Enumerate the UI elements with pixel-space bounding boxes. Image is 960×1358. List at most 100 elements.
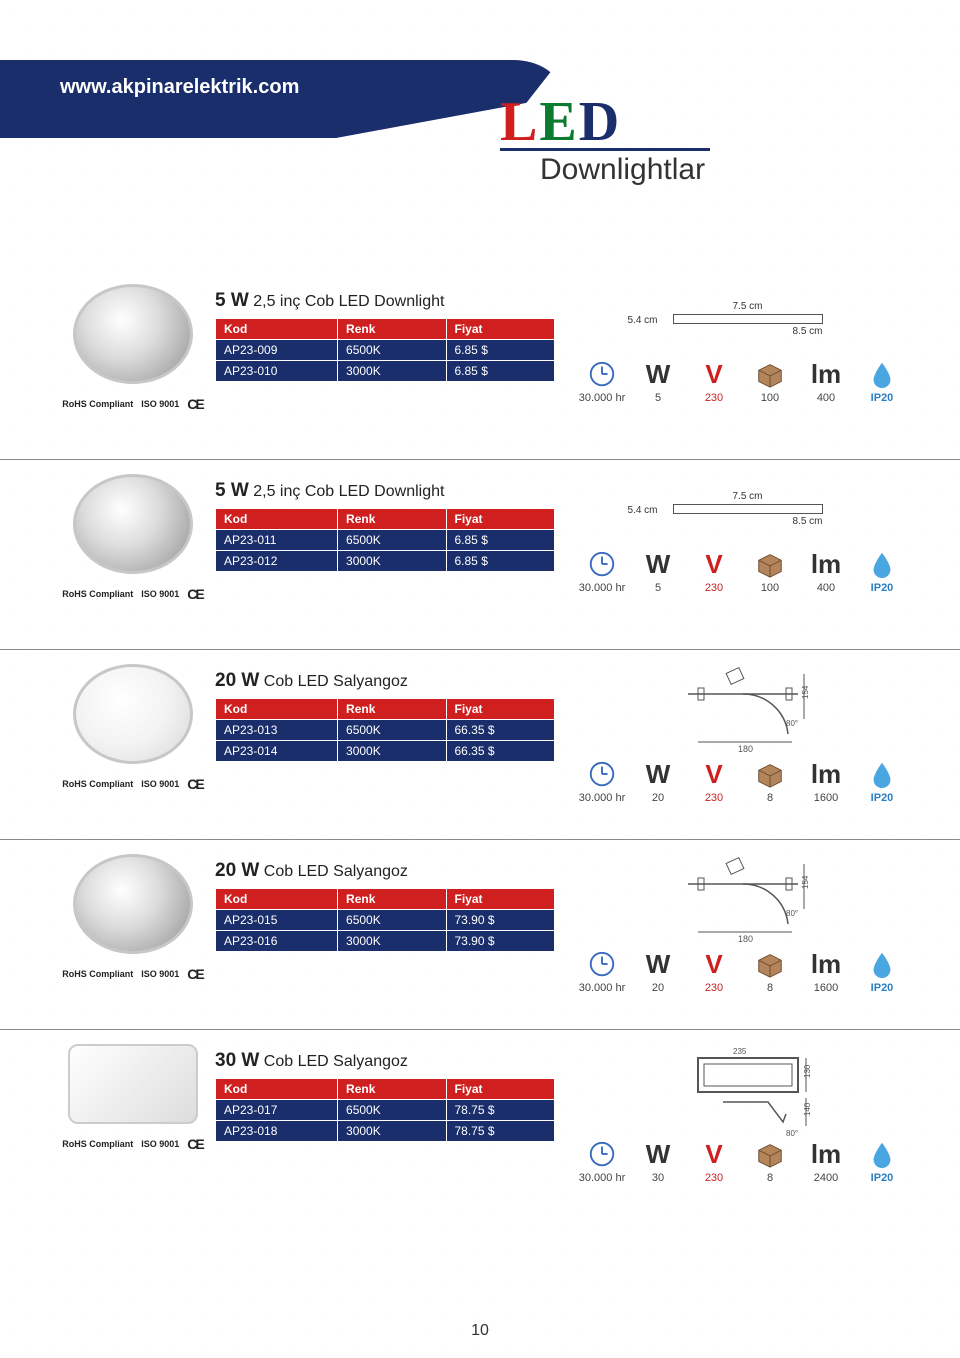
rohs-label: RoHS Compliant: [62, 969, 133, 979]
cell-renk: 3000K: [338, 551, 446, 572]
cell-fiyat: 6.85 $: [446, 361, 555, 382]
lumen-icon: lm 2400: [799, 1138, 853, 1184]
spec-table: Kod Renk Fiyat AP23-011 6500K 6.85 $ AP2…: [215, 508, 555, 572]
page-number: 10: [0, 1322, 960, 1340]
rohs-label: RoHS Compliant: [62, 1139, 133, 1149]
product-table-col: 5 W 2,5 inç Cob LED Downlight Kod Renk F…: [215, 474, 555, 572]
ip-icon: IP20: [855, 1138, 909, 1184]
table-row: AP23-016 3000K 73.90 $: [216, 931, 555, 952]
lumen-value: 2400: [814, 1172, 838, 1184]
table-row: AP23-010 3000K 6.85 $: [216, 361, 555, 382]
watt-value: 20: [652, 792, 664, 804]
ip-icon: IP20: [855, 948, 909, 994]
dim-top: 7.5 cm: [673, 301, 823, 312]
spec-icons: 30.000 hr W 5 V 230 100 lm 400 IP20: [575, 358, 920, 404]
cell-fiyat: 6.85 $: [446, 340, 555, 361]
lumen-icon: lm 400: [799, 358, 853, 404]
cell-kod: AP23-014: [216, 741, 338, 762]
th-kod: Kod: [216, 509, 338, 530]
watt-value: 20: [652, 982, 664, 994]
volt-value: 230: [705, 982, 723, 994]
iso-label: ISO 9001: [141, 969, 179, 979]
spec-table: Kod Renk Fiyat AP23-015 6500K 73.90 $ AP…: [215, 888, 555, 952]
cert-row: RoHS Compliant ISO 9001 CE: [62, 396, 202, 412]
cert-row: RoHS Compliant ISO 9001 CE: [62, 966, 202, 982]
cell-kod: AP23-015: [216, 910, 338, 931]
hours-icon: 30.000 hr: [575, 948, 629, 994]
product-title: 20 W Cob LED Salyangoz: [215, 670, 555, 692]
svg-text:154: 154: [801, 685, 810, 699]
lumen-value: 400: [817, 582, 835, 594]
product-image: [73, 854, 193, 954]
lumen-icon: lm 1600: [799, 758, 853, 804]
dim-top: 7.5 cm: [673, 491, 823, 502]
th-kod: Kod: [216, 889, 338, 910]
hours-value: 30.000 hr: [579, 1172, 625, 1184]
cell-renk: 3000K: [338, 931, 446, 952]
ip-icon: IP20: [855, 358, 909, 404]
svg-text:180: 180: [738, 934, 753, 944]
specs-col: 7.5 cm 5.4 cm 8.5 cm 30.000 hr W 5 V 230…: [555, 474, 920, 594]
hours-icon: 30.000 hr: [575, 758, 629, 804]
cell-renk: 6500K: [338, 530, 446, 551]
cell-fiyat: 73.90 $: [446, 910, 555, 931]
ip-value: IP20: [871, 582, 894, 594]
hours-icon: 30.000 hr: [575, 358, 629, 404]
cell-renk: 3000K: [338, 741, 446, 762]
header-band: www.akpinarelektrik.com: [0, 60, 560, 138]
watt-icon: W 5: [631, 548, 685, 594]
svg-text:140: 140: [803, 1102, 812, 1116]
th-fiyat: Fiyat: [446, 509, 555, 530]
watt-value: 30: [652, 1172, 664, 1184]
watt-icon: W 30: [631, 1138, 685, 1184]
ip-value: IP20: [871, 1172, 894, 1184]
rohs-label: RoHS Compliant: [62, 399, 133, 409]
volt-value: 230: [705, 792, 723, 804]
box-value: 100: [761, 392, 779, 404]
ce-label: CE: [187, 966, 202, 982]
spec-icons: 30.000 hr W 20 V 230 8 lm 1600 IP20: [575, 758, 920, 804]
specs-col: 154 80° 180 30.000 hr W 20 V 230 8: [555, 854, 920, 994]
product-image: [73, 284, 193, 384]
watt-icon: W 5: [631, 358, 685, 404]
table-header-row: Kod Renk Fiyat: [216, 509, 555, 530]
cert-row: RoHS Compliant ISO 9001 CE: [62, 586, 202, 602]
spec-icons: 30.000 hr W 30 V 230 8 lm 2400 IP20: [575, 1138, 920, 1184]
product-image-col: RoHS Compliant ISO 9001 CE: [50, 664, 215, 792]
product-table-col: 20 W Cob LED Salyangoz Kod Renk Fiyat AP…: [215, 664, 555, 762]
table-row: AP23-013 6500K 66.35 $: [216, 720, 555, 741]
cell-fiyat: 78.75 $: [446, 1100, 555, 1121]
cell-renk: 3000K: [338, 1121, 446, 1142]
table-header-row: Kod Renk Fiyat: [216, 699, 555, 720]
cell-renk: 6500K: [338, 720, 446, 741]
cell-renk: 6500K: [338, 910, 446, 931]
led-e: E: [539, 91, 578, 153]
hours-value: 30.000 hr: [579, 582, 625, 594]
volt-icon: V 230: [687, 1138, 741, 1184]
product-image-col: RoHS Compliant ISO 9001 CE: [50, 1044, 215, 1152]
ce-label: CE: [187, 1136, 202, 1152]
ip-value: IP20: [871, 792, 894, 804]
watt-value: 5: [655, 582, 661, 594]
product-image: [68, 1044, 198, 1124]
svg-text:80°: 80°: [786, 719, 798, 728]
cell-kod: AP23-011: [216, 530, 338, 551]
specs-col: 154 80° 180 30.000 hr W 20 V 230 8: [555, 664, 920, 804]
lumen-value: 1600: [814, 982, 838, 994]
th-fiyat: Fiyat: [446, 319, 555, 340]
iso-label: ISO 9001: [141, 589, 179, 599]
cell-fiyat: 66.35 $: [446, 741, 555, 762]
dimension-diagram: 7.5 cm 5.4 cm 8.5 cm: [575, 284, 920, 354]
cell-kod: AP23-009: [216, 340, 338, 361]
box-value: 100: [761, 582, 779, 594]
th-kod: Kod: [216, 319, 338, 340]
product-row: RoHS Compliant ISO 9001 CE 20 W Cob LED …: [0, 650, 960, 840]
page-title: LED Downlightlar: [500, 90, 710, 187]
spec-icons: 30.000 hr W 5 V 230 100 lm 400 IP20: [575, 548, 920, 594]
table-row: AP23-011 6500K 6.85 $: [216, 530, 555, 551]
product-image-col: RoHS Compliant ISO 9001 CE: [50, 284, 215, 412]
cell-kod: AP23-016: [216, 931, 338, 952]
volt-value: 230: [705, 392, 723, 404]
product-table-col: 30 W Cob LED Salyangoz Kod Renk Fiyat AP…: [215, 1044, 555, 1142]
th-kod: Kod: [216, 699, 338, 720]
